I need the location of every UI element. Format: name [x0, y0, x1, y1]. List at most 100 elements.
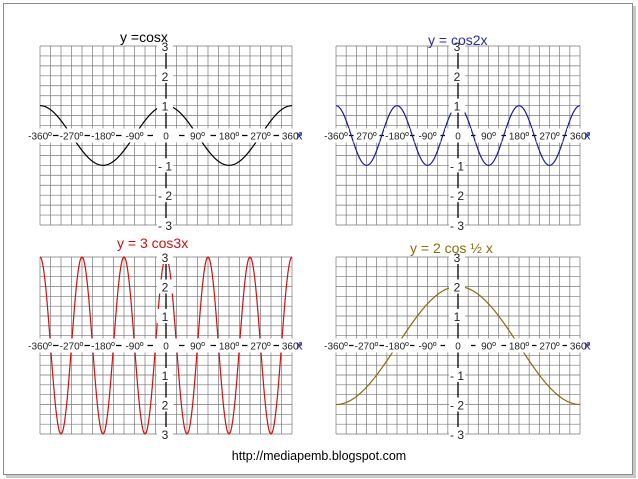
x-tick-label: -90º — [125, 342, 143, 353]
x-tick-label: 360º — [282, 132, 303, 143]
x-tick-label: -180º — [385, 342, 409, 353]
x-tick-label: 270º — [539, 342, 560, 353]
x-tick-label-bg — [279, 128, 305, 143]
source-url: http://mediapemb.blogspot.com — [231, 449, 407, 463]
x-tick-label-bg — [247, 128, 274, 143]
x-tick-label: 0 — [163, 342, 169, 353]
x-tick-label-bg — [353, 338, 380, 353]
x-tick-label: 0 — [455, 342, 461, 353]
x-tick-label: 180º — [219, 342, 240, 353]
x-tick-label: -360º — [324, 342, 348, 353]
x-tick-label: -270º — [60, 342, 84, 353]
x-tick-label-bg — [247, 338, 274, 353]
y-tick-label-bg — [157, 68, 173, 83]
y-tick-label: 2 — [162, 281, 169, 295]
x-tick-label-bg — [153, 338, 179, 353]
x-tick-label-bg — [121, 338, 148, 353]
y-tick-label: 3 — [162, 40, 169, 54]
x-axis-label: x — [296, 338, 303, 353]
y-tick-label: - 3 — [158, 219, 172, 233]
y-tick-label-bg — [449, 68, 465, 83]
y-tick-label-bg — [157, 218, 173, 232]
x-tick-label-bg — [90, 128, 116, 143]
x-tick-label-bg — [27, 128, 53, 143]
x-tick-label-bg — [536, 128, 563, 143]
x-tick-label: -360º — [28, 342, 52, 353]
x-tick-label: 90º — [481, 132, 496, 143]
x-tick-label: 90º — [190, 342, 205, 353]
x-tick-label: 360º — [282, 342, 303, 353]
y-tick-label-bg — [157, 39, 173, 53]
y-tick-label: - 2 — [158, 189, 172, 203]
x-tick-label: -270º — [60, 132, 84, 143]
y-tick-label-bg — [449, 188, 465, 203]
y-tick-label: - 2 — [450, 399, 464, 413]
y-tick-label: - 1 — [450, 159, 464, 173]
chart-title: y = 2 cos ½ x — [410, 240, 493, 256]
x-tick-label-bg — [567, 128, 593, 143]
chart-title: y = cos2x — [428, 32, 488, 48]
x-tick-label: -180º — [385, 132, 409, 143]
x-tick-label-bg — [475, 128, 502, 143]
y-tick-label: - 3 — [450, 428, 464, 442]
x-tick-label: -90º — [125, 132, 143, 143]
x-tick-label-bg — [323, 128, 349, 143]
y-tick-label-bg — [449, 368, 465, 382]
x-tick-label-bg — [506, 128, 532, 143]
y-tick-label-bg — [449, 250, 465, 264]
y-tick-label: 1 — [454, 310, 461, 324]
x-tick-label: -180º — [91, 132, 115, 143]
x-tick-label: -360º — [324, 132, 348, 143]
x-tick-label-bg — [536, 338, 563, 353]
x-tick-label-bg — [121, 128, 148, 143]
x-axis-label: x — [584, 338, 591, 353]
x-axis-label: x — [296, 128, 303, 143]
x-tick-label: -180º — [91, 342, 115, 353]
x-tick-label-bg — [567, 338, 593, 353]
y-tick-label-bg — [157, 427, 173, 441]
y-tick-label: - 1 — [450, 369, 464, 383]
y-tick-label: - 3 — [450, 219, 464, 233]
slide-frame — [3, 3, 633, 475]
x-tick-label: 180º — [219, 132, 240, 143]
x-tick-label: 270º — [356, 132, 377, 143]
x-tick-label-bg — [279, 338, 305, 353]
y-tick-label-bg — [449, 39, 465, 53]
y-tick-label: 3 — [454, 251, 461, 265]
x-tick-label: 270º — [250, 132, 271, 143]
x-tick-label-bg — [27, 338, 53, 353]
x-tick-label: 180º — [509, 132, 530, 143]
x-tick-label-bg — [445, 128, 471, 143]
y-tick-label: 3 — [162, 251, 169, 265]
y-tick-label: 2 — [454, 70, 461, 84]
x-tick-label: -270º — [355, 342, 379, 353]
y-tick-label: 1 — [162, 310, 169, 324]
y-tick-label: 3 — [454, 40, 461, 54]
x-tick-label: 270º — [250, 342, 271, 353]
x-tick-label-bg — [475, 338, 502, 353]
y-tick-label: 2 — [162, 399, 169, 413]
x-tick-label-bg — [58, 338, 85, 353]
x-tick-label-bg — [216, 338, 242, 353]
y-tick-label-bg — [157, 158, 173, 173]
chart-title: y = 3 cos3x — [117, 235, 188, 251]
y-tick-label-bg — [157, 188, 173, 203]
x-tick-label: 0 — [455, 132, 461, 143]
x-tick-label-bg — [58, 128, 85, 143]
x-tick-label-bg — [184, 338, 211, 353]
x-tick-label: 90º — [190, 132, 205, 143]
x-tick-label-bg — [414, 128, 441, 143]
x-tick-label: -90º — [418, 342, 436, 353]
x-tick-label-bg — [414, 338, 441, 353]
y-tick-label-bg — [449, 427, 465, 441]
y-tick-label: 1 — [454, 100, 461, 114]
y-tick-label: - 1 — [158, 159, 172, 173]
x-tick-label: 0 — [163, 132, 169, 143]
x-tick-label: -360º — [28, 132, 52, 143]
x-tick-label-bg — [384, 128, 410, 143]
x-tick-label: 360º — [570, 342, 591, 353]
y-tick-label: 3 — [162, 428, 169, 442]
x-tick-label: 270º — [539, 132, 560, 143]
y-tick-label-bg — [449, 98, 465, 113]
